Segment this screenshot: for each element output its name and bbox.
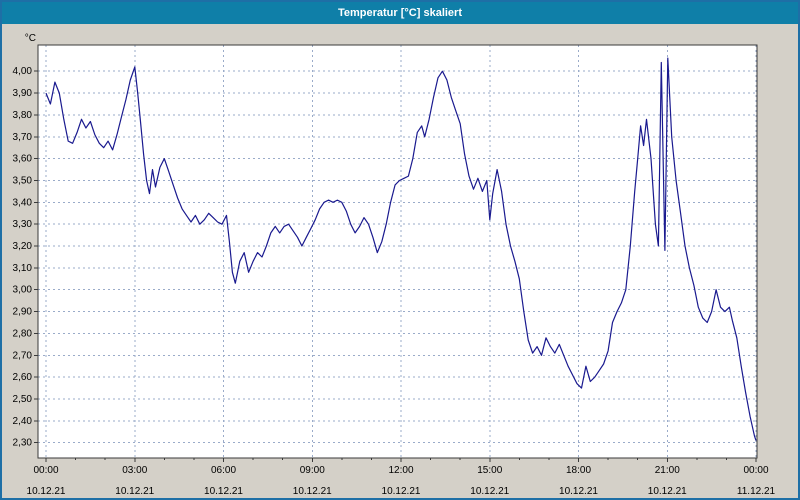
y-tick-label: 3,20 — [13, 241, 33, 252]
x-tick-label: 15:00 — [477, 465, 502, 476]
x-date-label: 10.12.21 — [648, 486, 687, 497]
y-tick-label: 3,40 — [13, 197, 33, 208]
x-date-label: 10.12.21 — [382, 486, 421, 497]
x-tick-label: 00:00 — [743, 465, 768, 476]
x-tick-label: 18:00 — [566, 465, 591, 476]
x-date-label: 10.12.21 — [27, 486, 66, 497]
x-tick-label: 09:00 — [300, 465, 325, 476]
x-date-label: 10.12.21 — [559, 486, 598, 497]
x-tick-label: 06:00 — [211, 465, 236, 476]
y-tick-label: 3,50 — [13, 175, 33, 186]
y-tick-label: 2,90 — [13, 307, 33, 318]
y-tick-label: 3,90 — [13, 88, 33, 99]
x-tick-label: 03:00 — [122, 465, 147, 476]
x-date-label: 10.12.21 — [115, 486, 154, 497]
x-tick-label: 12:00 — [388, 465, 413, 476]
y-tick-label: 2,40 — [13, 416, 33, 427]
temperature-chart: 00:00 10.12.21 03:00 10.12.21 06:00 10.12.21 0… — [13, 33, 776, 497]
y-tick-label: 2,60 — [13, 372, 33, 383]
y-tick-label: 3,30 — [13, 219, 33, 230]
x-tick-label: 21:00 — [655, 465, 680, 476]
y-tick-label: 2,50 — [13, 394, 33, 405]
y-tick-label: 3,00 — [13, 285, 33, 296]
x-tick-label: 00:00 — [33, 465, 58, 476]
x-date-label: 11.12.21 — [737, 486, 776, 497]
y-axis-unit: °C — [25, 33, 36, 44]
y-tick-label: 2,70 — [13, 350, 33, 361]
y-tick-label: 3,10 — [13, 263, 33, 274]
window-title: Temperatur [°C] skaliert — [337, 7, 462, 19]
y-tick-label: 4,00 — [13, 66, 33, 77]
x-date-label: 10.12.21 — [293, 486, 332, 497]
y-tick-label: 2,80 — [13, 328, 33, 339]
y-tick-label: 3,80 — [13, 110, 33, 121]
plot-area — [38, 45, 757, 458]
plot-border — [37, 44, 758, 459]
y-tick-label: 3,70 — [13, 132, 33, 143]
x-date-label: 10.12.21 — [204, 486, 243, 497]
y-tick-label: 3,60 — [13, 154, 33, 165]
temperature-line — [45, 57, 757, 441]
x-date-label: 10.12.21 — [470, 486, 509, 497]
y-tick-label: 2,30 — [13, 438, 33, 449]
title-bar[interactable]: Temperatur [°C] skaliert — [2, 2, 798, 24]
